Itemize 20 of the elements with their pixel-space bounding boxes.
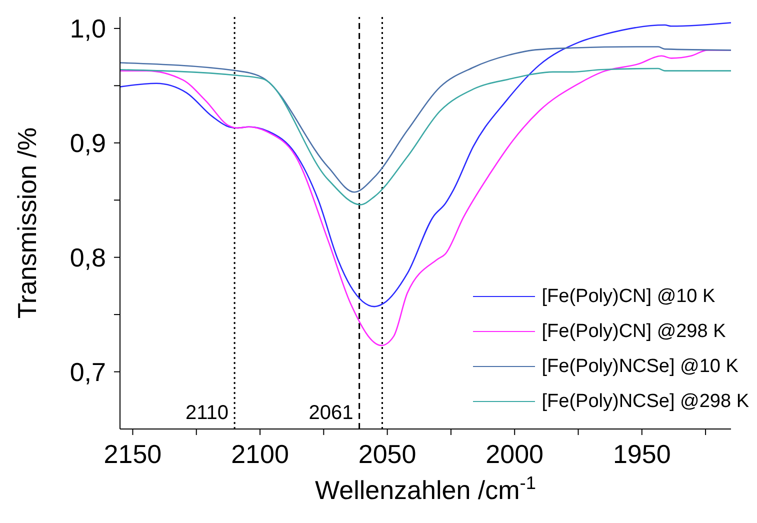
x-tick-label: 1950: [612, 439, 671, 469]
legend-label: [Fe(Poly)NCSe] @10 K: [542, 355, 738, 379]
x-axis-title: Wellenzahlen /cm$^{-1}$: [315, 473, 536, 505]
legend-label: [Fe(Poly)NCSe] @298 K: [542, 390, 749, 414]
line-series: [120, 22, 731, 308]
x-tick-label: 2150: [104, 439, 162, 469]
line-series: [120, 46, 731, 193]
y-tick-label: 0,9: [70, 128, 106, 158]
legend-label: [Fe(Poly)CN] @298 K: [542, 320, 726, 344]
ref-line-label: 2061: [308, 402, 354, 424]
legend-label: [Fe(Poly)CN] @10 K: [542, 285, 716, 309]
y-tick-label: 0,7: [70, 356, 106, 387]
x-tick-label: 2100: [231, 439, 289, 469]
x-tick-label: 2000: [486, 439, 544, 469]
x-tick-label: 2050: [358, 439, 416, 469]
ref-line-label: 2110: [186, 402, 229, 424]
y-axis-title: Transmission /%: [12, 127, 42, 319]
y-tick-label: 0,8: [70, 242, 106, 272]
line-series: [120, 68, 731, 206]
y-tick-label: 1,0: [70, 13, 106, 44]
